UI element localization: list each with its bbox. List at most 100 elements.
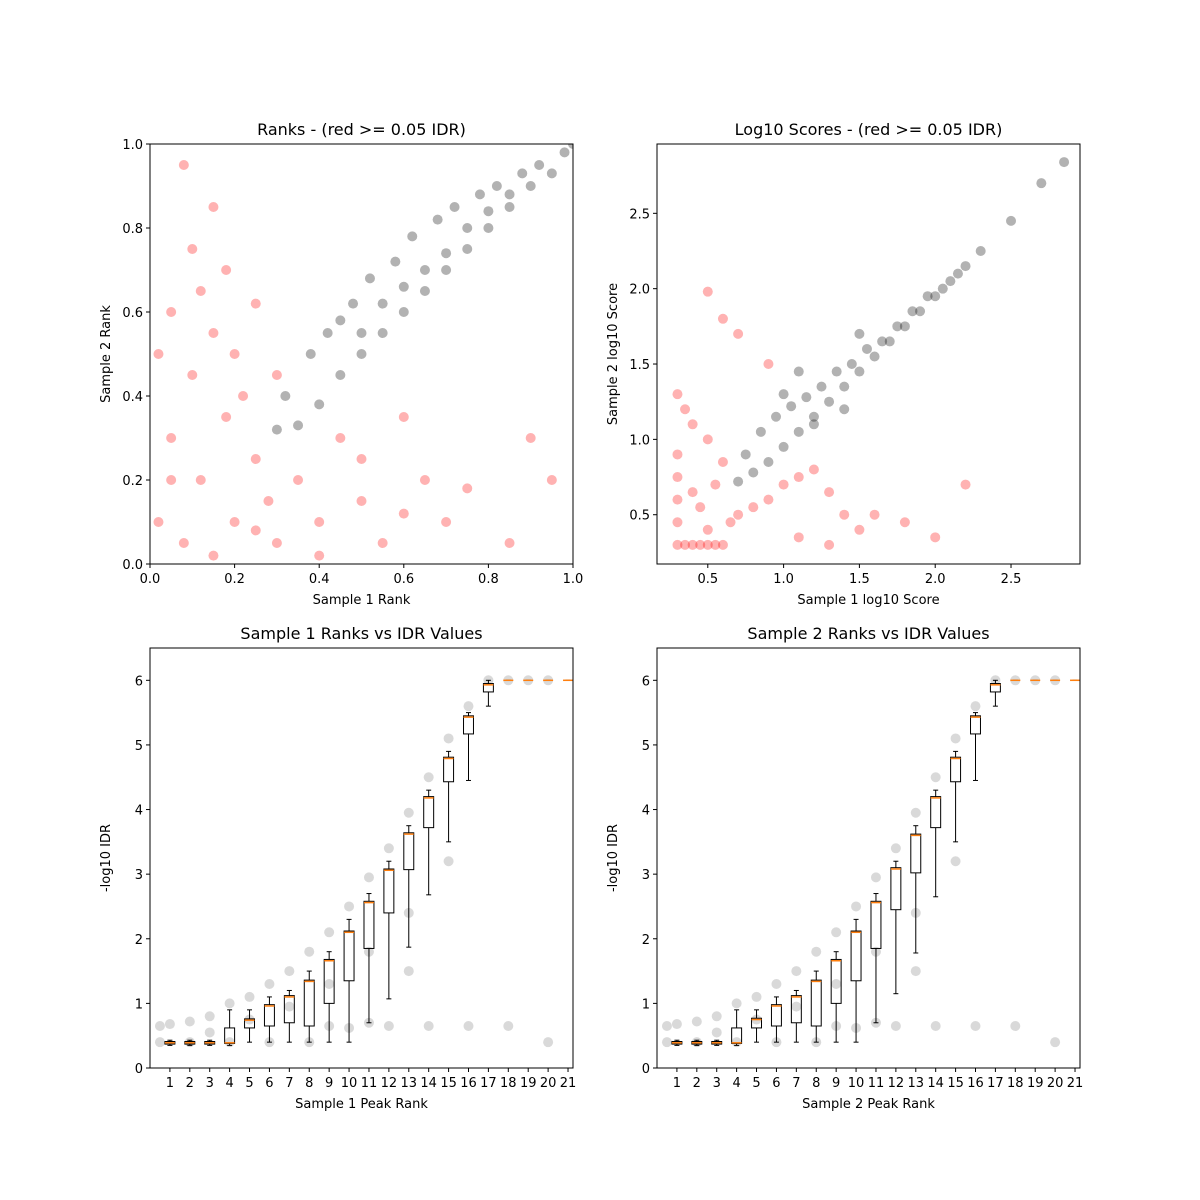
point (208, 328, 219, 338)
box (770, 1004, 782, 1027)
point (975, 245, 986, 256)
x-tick-label: 10 (341, 1076, 358, 1091)
point (717, 539, 728, 550)
x-tick-label: 11 (868, 1076, 885, 1091)
y-tick-label: 4 (135, 804, 143, 819)
point (178, 160, 189, 170)
y-tick-label: 1 (642, 997, 650, 1012)
point (187, 244, 198, 254)
point (930, 1021, 941, 1031)
point (937, 283, 948, 294)
x-axis-label: Sample 1 log10 Score (797, 593, 939, 608)
point (324, 927, 335, 938)
x-tick-label: 12 (381, 1076, 398, 1091)
x-tick-label: 0.8 (478, 572, 499, 587)
x-axis-label: Sample 1 Peak Rank (295, 1097, 428, 1112)
point (204, 1027, 215, 1038)
point (153, 349, 164, 359)
point (811, 946, 822, 957)
point (870, 872, 881, 883)
point (930, 532, 941, 543)
y-tick-label: 1 (135, 997, 143, 1012)
x-tick-label: 12 (888, 1076, 905, 1091)
point (423, 772, 434, 783)
x-tick-label: 16 (460, 1076, 477, 1091)
x-tick-label: 2.5 (1001, 572, 1022, 587)
x-tick-label: 14 (420, 1076, 437, 1091)
point (280, 391, 291, 401)
box (989, 683, 1001, 693)
point (748, 467, 759, 478)
point (702, 539, 713, 550)
point (910, 966, 921, 977)
x-tick-label: 5 (752, 1076, 760, 1091)
point (221, 412, 232, 422)
y-tick-label: 6 (642, 674, 650, 689)
x-tick-label: 0.4 (309, 572, 330, 587)
box (363, 900, 375, 949)
point (271, 424, 282, 435)
point (763, 456, 774, 467)
point (899, 517, 910, 528)
y-axis-label: Sample 2 log10 Score (606, 283, 621, 425)
point (1010, 1021, 1021, 1031)
point (791, 1001, 802, 1012)
x-axis-label: Sample 2 Peak Rank (802, 1097, 935, 1112)
point (221, 265, 232, 275)
y-tick-label: 6 (135, 674, 143, 689)
point (687, 539, 698, 550)
x-tick-label: 5 (245, 1076, 253, 1091)
point (851, 901, 862, 912)
point (771, 411, 782, 422)
point (483, 206, 494, 217)
box (810, 979, 822, 1027)
point (731, 998, 742, 1009)
point (711, 1027, 722, 1038)
point (808, 411, 819, 422)
box (890, 867, 902, 911)
point (449, 202, 460, 212)
subplot: 0.0 0.2 0.4 0.6 0.8 1.0 0.0 0.2 0.4 0.6 0.8 1.0 Rank… (99, 120, 583, 608)
subplot: 1 2 3 4 5 6 7 8 9 10 11 12 13 14 15 16 17 18 19 20 210123456… (99, 624, 576, 1112)
point (443, 733, 454, 744)
x-tick-label: 18 (500, 1076, 517, 1091)
point (824, 396, 835, 407)
point (710, 479, 721, 490)
x-tick-label: 7 (792, 1076, 800, 1091)
point (390, 256, 401, 267)
point (672, 472, 683, 483)
point (271, 370, 282, 380)
box (263, 1004, 275, 1027)
point (383, 1021, 394, 1031)
box (950, 756, 962, 783)
x-tick-label: 2 (186, 1076, 194, 1091)
x-tick-label: 20 (1047, 1076, 1064, 1091)
point (335, 315, 346, 326)
box (850, 930, 862, 982)
point (305, 349, 316, 359)
plot-area (153, 144, 573, 561)
point (824, 487, 835, 498)
point (930, 291, 941, 302)
y-tick-label: 2 (135, 933, 143, 948)
point (816, 381, 827, 392)
point (204, 1011, 215, 1022)
x-tick-label: 13 (908, 1076, 925, 1091)
x-tick-label: 11 (361, 1076, 378, 1091)
y-tick-label: 1.0 (122, 138, 143, 153)
point (725, 517, 736, 528)
x-tick-label: 9 (325, 1076, 333, 1091)
point (525, 181, 536, 191)
y-axis-label: -log10 IDR (606, 824, 621, 892)
y-tick-label: 0.2 (122, 474, 143, 489)
y-axis-label: -log10 IDR (99, 824, 114, 892)
point (733, 328, 744, 339)
point (504, 202, 515, 212)
point (839, 404, 850, 415)
point (839, 509, 850, 520)
point (691, 1016, 702, 1027)
point (463, 1021, 474, 1031)
point (443, 856, 454, 867)
point (778, 441, 789, 452)
